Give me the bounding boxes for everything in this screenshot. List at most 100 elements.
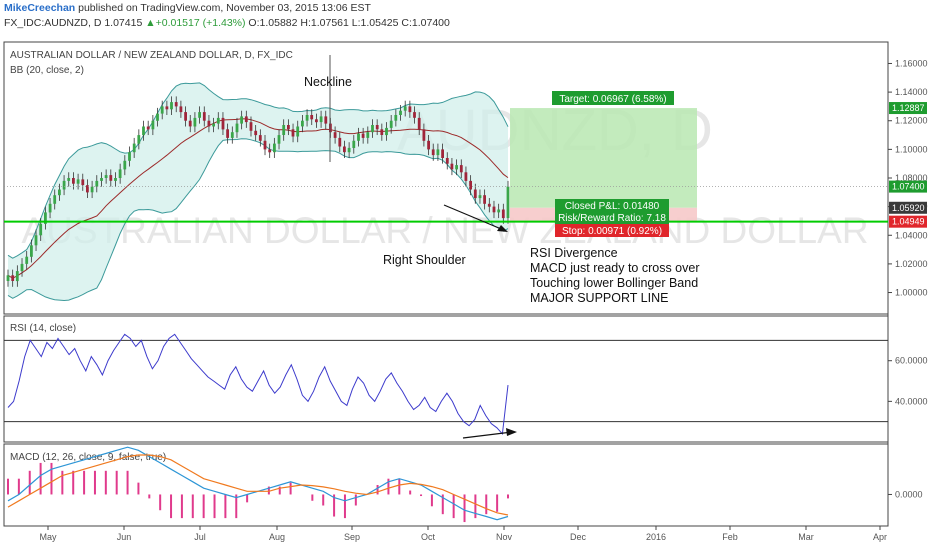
candle	[216, 117, 220, 124]
candle	[25, 256, 29, 264]
candle	[165, 106, 169, 110]
candle	[375, 125, 379, 130]
neckline-label: Neckline	[304, 75, 352, 89]
candle	[193, 117, 197, 127]
price-tick-label: 1.12000	[895, 116, 928, 126]
candle	[39, 223, 43, 236]
price-tick-label: 1.04000	[895, 230, 928, 240]
candle	[441, 149, 444, 158]
candle	[413, 112, 416, 118]
candle	[174, 102, 178, 107]
candle	[160, 106, 164, 114]
candle	[296, 126, 300, 137]
rsi-arrow	[462, 431, 513, 439]
candle	[249, 122, 253, 131]
candle	[128, 152, 131, 161]
candle	[226, 129, 229, 138]
candle	[118, 169, 122, 178]
price-tag-support	[889, 215, 927, 228]
candle	[198, 112, 201, 118]
price-panel-title: AUSTRALIAN DOLLAR / NEW ZEALAND DOLLAR, …	[10, 50, 293, 61]
x-tick-label: Apr	[873, 532, 887, 542]
macd-label: MACD (12, 26, close, 9, false, true)	[10, 452, 166, 463]
candle	[352, 140, 356, 148]
macd-signal-line	[7, 454, 509, 516]
price-tag-upper	[889, 102, 927, 115]
target-label-bg	[552, 91, 674, 105]
price-tick-label: 1.08000	[895, 173, 928, 183]
candle	[431, 149, 435, 156]
candle	[188, 120, 192, 127]
candle	[221, 117, 225, 130]
price-tick-label: 1.16000	[895, 58, 928, 68]
bb-upper	[7, 82, 509, 259]
candle	[357, 133, 360, 141]
candle	[310, 115, 314, 120]
candle	[319, 116, 323, 123]
candle	[95, 180, 99, 187]
candle	[315, 119, 318, 123]
candle	[371, 125, 374, 133]
price-tick-label: 1.02000	[895, 259, 928, 269]
watermark-name: AUSTRALIAN DOLLAR / NEW ZEALAND DOLLAR	[21, 210, 868, 251]
candle	[455, 165, 458, 170]
price-arrow-head	[497, 225, 508, 232]
candle	[324, 116, 328, 124]
candle	[403, 106, 407, 111]
rsi-label: RSI (14, close)	[10, 323, 76, 334]
candle	[347, 147, 351, 153]
candle	[483, 195, 486, 204]
bb-fill	[8, 82, 508, 301]
bb-lower	[7, 138, 509, 302]
candle	[333, 132, 337, 138]
candle	[492, 206, 496, 213]
change-text: ▲+0.01517 (+1.43%)	[145, 17, 246, 29]
candle	[104, 175, 108, 178]
candle	[389, 120, 393, 128]
target-label: Target: 0.06967 (6.58%)	[559, 94, 666, 105]
candle	[30, 245, 33, 257]
rsi-tick-label: 40.0000	[895, 396, 928, 406]
x-tick-label: Jun	[117, 532, 132, 542]
candle	[100, 178, 103, 181]
rsi-panel-frame	[3, 315, 889, 443]
candle	[76, 179, 80, 184]
x-tick-label: Aug	[269, 532, 285, 542]
candle	[15, 271, 19, 282]
candle	[11, 275, 15, 281]
candle	[230, 132, 234, 138]
candle	[244, 116, 248, 123]
candle	[86, 185, 89, 193]
macd-tick-label: 0.0000	[895, 489, 923, 499]
candle	[277, 135, 281, 144]
candle	[58, 189, 61, 196]
candle	[6, 275, 10, 281]
candle	[62, 180, 66, 190]
x-tick-label: Oct	[421, 532, 436, 542]
price-tick-label: 1.14000	[895, 87, 928, 97]
candle	[473, 189, 477, 199]
candle	[417, 117, 421, 130]
x-tick-label: Feb	[722, 532, 738, 542]
symbol-line: FX_IDC:AUDNZD, D 1.07415 ▲+0.01517 (+1.4…	[4, 17, 450, 29]
rsi-tick-label: 60.0000	[895, 356, 928, 366]
candle	[240, 116, 243, 124]
candle	[427, 140, 430, 150]
price-tag-text-upper: 1.12887	[892, 103, 925, 113]
macd-axis: 0.0000	[888, 489, 923, 499]
rsi-line	[7, 333, 509, 436]
candle	[385, 127, 388, 136]
candle	[137, 135, 141, 144]
candle	[399, 110, 402, 115]
candle	[142, 126, 145, 136]
candle	[67, 178, 71, 181]
candle	[207, 120, 211, 127]
price-tick-label: 1.00000	[895, 288, 928, 298]
candle	[123, 160, 127, 170]
candle	[254, 130, 258, 136]
candle	[263, 140, 267, 150]
author-link[interactable]: MikeCreechan	[4, 2, 76, 14]
candle	[109, 175, 113, 181]
price-arrow	[443, 204, 507, 232]
